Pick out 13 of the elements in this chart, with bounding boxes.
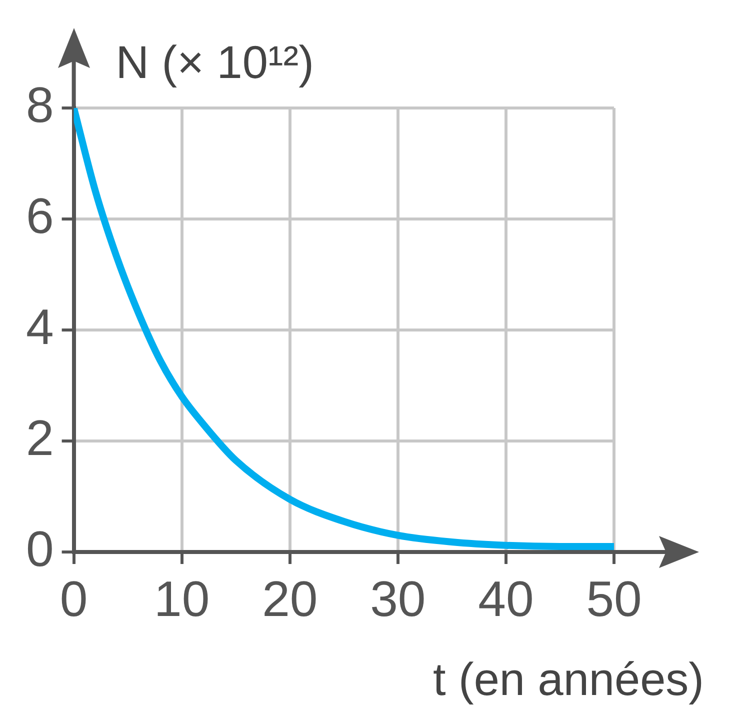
y-tick-label: 8 bbox=[26, 76, 54, 133]
x-tick-label: 30 bbox=[370, 570, 426, 627]
y-tick-label: 0 bbox=[26, 520, 54, 577]
x-tick-label: 0 bbox=[60, 570, 88, 627]
y-axis-title: N (× 10¹²) bbox=[116, 36, 314, 88]
y-tick-label: 2 bbox=[26, 410, 54, 466]
x-tick-label: 10 bbox=[154, 570, 210, 627]
y-tick-label: 4 bbox=[26, 298, 54, 355]
x-axis-title: t (en années) bbox=[432, 653, 704, 705]
x-tick-label: 40 bbox=[478, 570, 534, 627]
x-tick-label: 50 bbox=[586, 570, 642, 627]
y-tick-label: 6 bbox=[26, 188, 54, 244]
x-tick-label: 20 bbox=[262, 570, 318, 627]
